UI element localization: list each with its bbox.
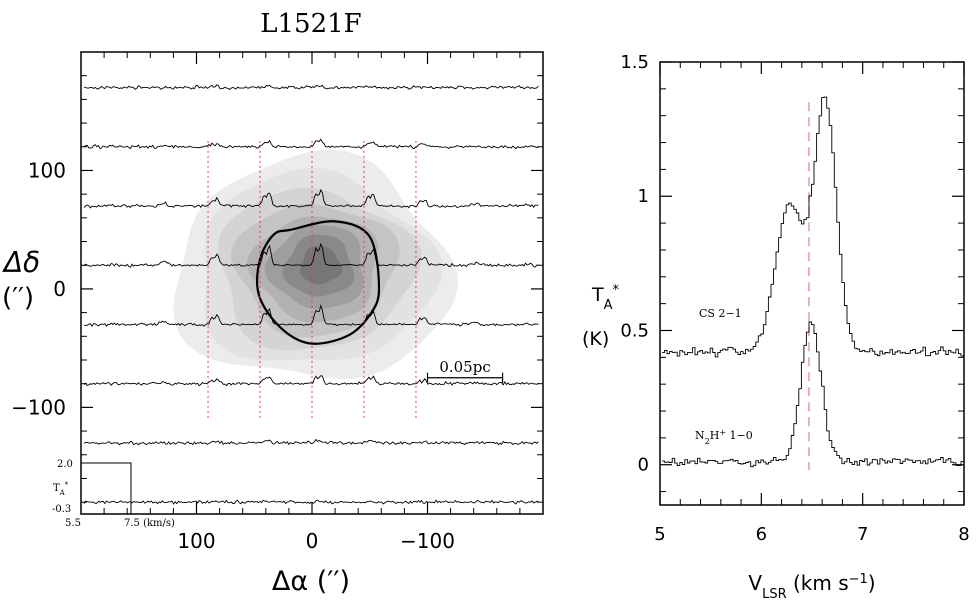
rx-tick-label: 5 bbox=[654, 524, 665, 545]
spectrum-row bbox=[83, 375, 539, 387]
spectrum-series-1 bbox=[662, 321, 964, 468]
rx-tick-label: 7 bbox=[857, 524, 868, 545]
spectrum-row bbox=[83, 84, 539, 90]
right-axis-ticks: 5 6 7 8 0 0.5 1 1.5 bbox=[620, 52, 969, 545]
left-x-axis-label: Δα (′′) bbox=[272, 566, 350, 597]
ry-tick-label: 1 bbox=[638, 186, 649, 207]
spectrum-row bbox=[83, 304, 539, 328]
left-axis-ticks: 100 0 −100 100 0 −100 bbox=[11, 51, 543, 553]
y-tick-label: 0 bbox=[53, 277, 66, 301]
spectra-grid bbox=[83, 84, 539, 505]
x-tick-label: 0 bbox=[306, 529, 319, 553]
inset-axes: 2.0 -0.3 TA* 5.5 7.5 (km/s) bbox=[52, 459, 175, 529]
velocity-reference-lines bbox=[207, 140, 417, 420]
right-series bbox=[662, 96, 964, 468]
right-y-axis-unit: (K) bbox=[582, 328, 609, 350]
left-title: L1521F bbox=[260, 9, 361, 39]
spectrum-series-0 bbox=[662, 96, 964, 358]
series-label-n2h: N2H+ 1−0 bbox=[695, 428, 753, 446]
rx-tick-label: 6 bbox=[756, 524, 767, 545]
ry-tick-label: 0.5 bbox=[620, 320, 649, 341]
series-label-cs: CS 2−1 bbox=[699, 307, 742, 320]
spectrum-row bbox=[83, 138, 539, 150]
inset-y-top: 2.0 bbox=[57, 459, 73, 470]
inset-x-right: 7.5 (km/s) bbox=[124, 518, 175, 529]
ry-tick-label: 0 bbox=[638, 455, 649, 476]
spectrum-row bbox=[83, 438, 539, 446]
x-tick-label: 100 bbox=[177, 529, 215, 553]
spectrum-row bbox=[83, 242, 539, 268]
y-tick-label: 100 bbox=[28, 158, 66, 182]
right-x-axis-label: VLSR (km s−1) bbox=[748, 571, 875, 602]
spectrum-row bbox=[83, 499, 539, 505]
left-panel: L1521F 100 0 −100 100 0 −100 0.05pc 2.0 -0.3 … bbox=[2, 9, 544, 597]
left-y-axis-label-top: Δδ bbox=[2, 246, 40, 279]
scale-bar: 0.05pc bbox=[426, 358, 504, 383]
inset-y-label: TA* bbox=[53, 481, 69, 497]
inset-x-left: 5.5 bbox=[65, 518, 81, 529]
right-plot-frame bbox=[659, 61, 965, 506]
y-tick-label: −100 bbox=[11, 395, 66, 419]
scale-bar-label: 0.05pc bbox=[439, 358, 490, 376]
core-contour bbox=[256, 220, 381, 345]
right-panel: 5 6 7 8 0 0.5 1 1.5 CS 2−1 N2H+ 1−0 TA* (K) VLS… bbox=[582, 52, 970, 602]
ry-tick-label: 1.5 bbox=[620, 52, 649, 73]
inset-y-bottom: -0.3 bbox=[52, 504, 71, 515]
left-y-axis-label-bottom: (′′) bbox=[2, 283, 34, 313]
right-y-axis-label: TA* bbox=[591, 283, 620, 313]
spectrum-row bbox=[83, 188, 539, 209]
x-tick-label: −100 bbox=[400, 529, 455, 553]
density-contour bbox=[300, 246, 343, 285]
rx-tick-label: 8 bbox=[958, 524, 969, 545]
